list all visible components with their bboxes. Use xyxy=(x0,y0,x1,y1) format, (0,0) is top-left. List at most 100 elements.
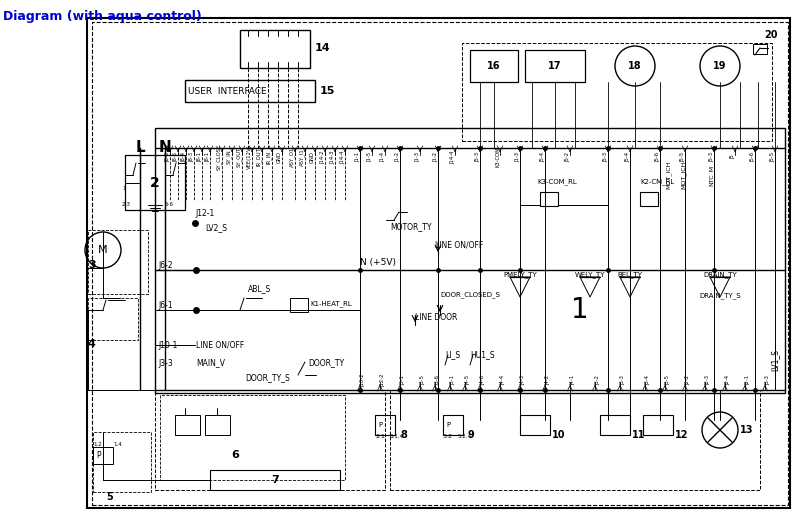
Text: MOT_ICH: MOT_ICH xyxy=(665,161,671,189)
Text: 1: 1 xyxy=(572,296,589,324)
Text: J6-2: J6-2 xyxy=(158,260,173,269)
Text: J3-4: J3-4 xyxy=(645,375,650,385)
Text: SY_CLOSE: SY_CLOSE xyxy=(217,144,222,170)
Bar xyxy=(390,390,760,490)
Bar xyxy=(640,192,658,206)
Text: J4-5: J4-5 xyxy=(465,375,470,385)
Text: DRAIN_TY_S: DRAIN_TY_S xyxy=(699,292,741,299)
Text: MOT_ICH: MOT_ICH xyxy=(681,161,686,189)
Bar xyxy=(160,395,345,480)
Text: J5-2: J5-2 xyxy=(565,152,570,162)
Text: 18: 18 xyxy=(628,61,642,71)
Text: P: P xyxy=(378,422,382,428)
Bar xyxy=(88,298,138,340)
Bar xyxy=(87,18,790,508)
Text: 1.2: 1.2 xyxy=(93,442,102,447)
Text: J3-6: J3-6 xyxy=(435,375,440,385)
Text: M: M xyxy=(98,245,107,255)
Text: J14-2: J14-2 xyxy=(320,150,325,163)
Text: J8-4: J8-4 xyxy=(181,152,186,162)
Text: Diagram (with aqua control): Diagram (with aqua control) xyxy=(3,10,201,23)
Text: 5: 5 xyxy=(107,492,113,502)
Text: DRAIN_TY: DRAIN_TY xyxy=(703,271,737,278)
Text: 3: 3 xyxy=(88,260,96,270)
Bar xyxy=(88,230,148,294)
Text: J1-2: J1-2 xyxy=(433,152,438,162)
Text: LINE DOOR: LINE DOOR xyxy=(415,313,458,322)
Text: LV1_S: LV1_S xyxy=(771,349,779,371)
Text: P: P xyxy=(446,422,450,428)
Text: 4: 4 xyxy=(88,339,96,349)
Text: J5-4: J5-4 xyxy=(540,152,545,162)
Text: LINE ON/OFF: LINE ON/OFF xyxy=(435,241,483,249)
Text: BEL_TY: BEL_TY xyxy=(618,271,642,278)
Text: 3.2: 3.2 xyxy=(443,434,453,440)
Text: J5-5: J5-5 xyxy=(770,152,775,162)
Text: 16: 16 xyxy=(487,61,501,71)
Text: J5-6: J5-6 xyxy=(655,152,660,162)
Bar xyxy=(92,22,788,505)
Text: J5: J5 xyxy=(730,155,735,159)
Text: 6.1.4: 6.1.4 xyxy=(390,434,404,440)
Text: J8-1: J8-1 xyxy=(197,152,202,162)
Text: 11: 11 xyxy=(632,430,646,440)
Text: J3-1: J3-1 xyxy=(400,375,405,385)
Text: P: P xyxy=(96,451,100,460)
Text: J10-2: J10-2 xyxy=(360,373,365,387)
Text: J3-2: J3-2 xyxy=(595,375,600,385)
Text: J10-1: J10-1 xyxy=(158,341,178,350)
Text: J2-1: J2-1 xyxy=(745,375,750,385)
Text: J5-6: J5-6 xyxy=(750,152,755,162)
Text: K3-COM: K3-COM xyxy=(495,147,500,167)
Text: J3-1: J3-1 xyxy=(450,375,455,385)
Bar xyxy=(205,415,230,435)
Text: J4-3: J4-3 xyxy=(520,375,525,385)
Text: J4-6: J4-6 xyxy=(480,375,485,385)
Text: LI_S: LI_S xyxy=(445,351,460,359)
Bar xyxy=(290,298,308,312)
Text: DOOR_CLOSED_S: DOOR_CLOSED_S xyxy=(440,292,500,298)
Text: J1-2: J1-2 xyxy=(395,152,400,162)
Text: IR_IN: IR_IN xyxy=(267,150,272,163)
Text: J1-5: J1-5 xyxy=(367,152,372,162)
Bar xyxy=(210,470,340,490)
Text: PMELY_TY: PMELY_TY xyxy=(503,271,537,278)
Text: J3-3: J3-3 xyxy=(765,375,770,385)
Text: J14-4: J14-4 xyxy=(340,150,345,163)
Text: DOOR_TY_S: DOOR_TY_S xyxy=(245,374,290,383)
Text: NTC_M: NTC_M xyxy=(708,165,714,185)
Text: 20: 20 xyxy=(764,30,778,40)
Text: N: N xyxy=(158,140,171,156)
Text: J1-3: J1-3 xyxy=(515,152,520,162)
Text: J5-3: J5-3 xyxy=(475,152,480,162)
Text: L: L xyxy=(135,140,145,156)
Text: J5-5: J5-5 xyxy=(680,152,685,162)
Text: 9: 9 xyxy=(468,430,474,440)
Text: K1-HEAT_RL: K1-HEAT_RL xyxy=(310,300,352,307)
Bar xyxy=(375,415,395,435)
Text: K3-COM_RL: K3-COM_RL xyxy=(537,179,577,185)
Text: J1-4: J1-4 xyxy=(380,152,385,162)
Text: 5.2.4: 5.2.4 xyxy=(458,434,472,440)
Text: LV2_S: LV2_S xyxy=(205,224,227,233)
Text: J5-3: J5-3 xyxy=(709,152,714,162)
Text: ABL_S: ABL_S xyxy=(248,284,271,293)
Bar xyxy=(525,50,585,82)
Bar xyxy=(93,447,113,464)
Text: 14: 14 xyxy=(315,43,330,53)
Text: WELY_TY: WELY_TY xyxy=(575,271,605,278)
Text: ASY_O1: ASY_O1 xyxy=(289,147,295,167)
Text: 13: 13 xyxy=(740,425,754,435)
Text: J1-1: J1-1 xyxy=(355,152,360,162)
Bar xyxy=(93,432,151,492)
Bar xyxy=(462,43,772,141)
Bar xyxy=(540,192,558,206)
Text: 2: 2 xyxy=(150,176,160,190)
Bar xyxy=(155,390,385,490)
Text: 1: 1 xyxy=(122,185,126,191)
Text: J14-4: J14-4 xyxy=(450,150,455,163)
Text: J3-5: J3-5 xyxy=(420,375,425,385)
Text: 1.4: 1.4 xyxy=(113,442,122,447)
Bar xyxy=(643,415,673,435)
Text: SY_OUT: SY_OUT xyxy=(236,147,242,167)
